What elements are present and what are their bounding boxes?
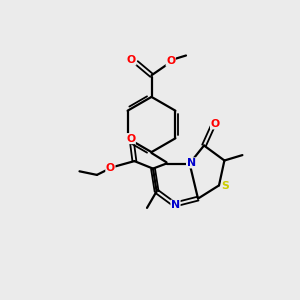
Text: N: N — [187, 158, 196, 168]
Text: N: N — [171, 200, 180, 210]
Text: O: O — [106, 163, 115, 173]
Text: O: O — [211, 119, 220, 129]
Text: O: O — [126, 134, 135, 144]
Text: S: S — [222, 181, 230, 191]
Text: O: O — [166, 56, 175, 66]
Text: O: O — [127, 55, 136, 65]
